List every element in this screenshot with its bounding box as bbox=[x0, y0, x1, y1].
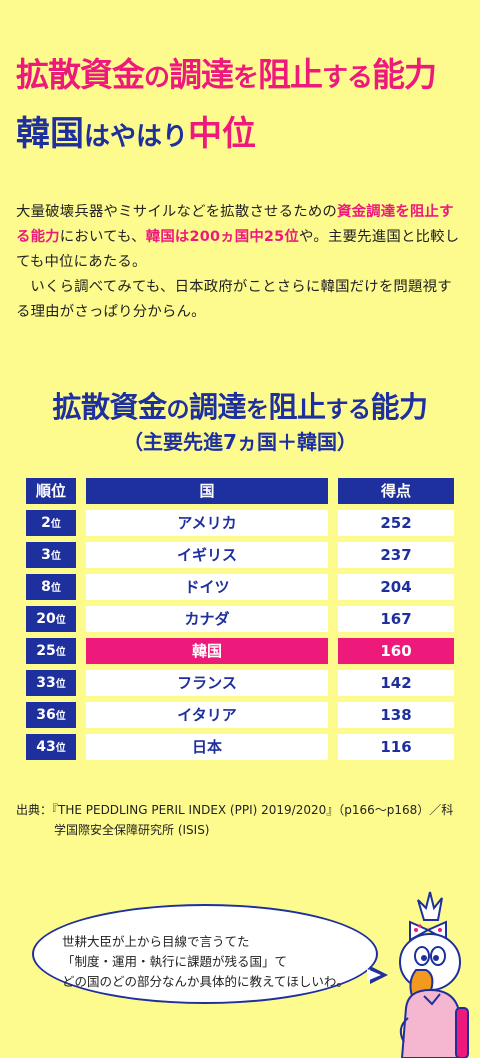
rank-cell: 20位 bbox=[26, 606, 76, 632]
rank-cell: 2位 bbox=[26, 510, 76, 536]
score-cell: 237 bbox=[338, 542, 454, 568]
mascot-bird-icon bbox=[399, 891, 469, 1058]
rank-unit: 位 bbox=[50, 519, 61, 530]
score-cell: 160 bbox=[338, 638, 454, 664]
rank-cell: 43位 bbox=[26, 734, 76, 760]
rank-number: 43 bbox=[36, 739, 56, 755]
highlight-korea-rank: 韓国は200ヵ国中25位 bbox=[145, 229, 299, 245]
rank-number: 2 bbox=[41, 515, 51, 531]
score-cell: 167 bbox=[338, 606, 454, 632]
body-text: 大量破壊兵器やミサイルなどを拡散させるための資金調達を阻止する能力においても、韓… bbox=[16, 200, 466, 325]
rank-unit: 位 bbox=[55, 647, 66, 658]
headline-line1-part: 拡散資金 bbox=[16, 55, 145, 94]
rank-unit: 位 bbox=[50, 583, 61, 594]
highlight-funding: 資金調達を阻止する能力 bbox=[16, 204, 454, 245]
rank-cell: 25位 bbox=[26, 638, 76, 664]
rank-number: 25 bbox=[36, 643, 56, 659]
country-cell: フランス bbox=[86, 670, 328, 696]
speech-bubble bbox=[32, 904, 378, 1004]
country-cell: 日本 bbox=[86, 734, 328, 760]
score-cell: 204 bbox=[338, 574, 454, 600]
score-cell: 138 bbox=[338, 702, 454, 728]
rank-unit: 位 bbox=[55, 711, 66, 722]
rank-unit: 位 bbox=[55, 743, 66, 754]
chart-title-part: の bbox=[166, 397, 189, 423]
chart-title: 拡散資金の調達を阻止する能力 bbox=[0, 384, 480, 426]
rank-unit: 位 bbox=[55, 679, 66, 690]
header-score: 得点 bbox=[338, 478, 454, 504]
headline-line1: 拡散資金の調達を阻止する能力 bbox=[16, 48, 476, 96]
headline-middle-rank: 中位 bbox=[188, 114, 257, 154]
country-cell: イタリア bbox=[86, 702, 328, 728]
source-citation: 出典：『THE PEDDLING PERIL INDEX (PPI) 2019/… bbox=[16, 803, 454, 837]
country-cell: イギリス bbox=[86, 542, 328, 568]
headline-line2: 韓国はやはり中位 bbox=[16, 106, 256, 155]
headline-line1-part: 調達 bbox=[169, 55, 234, 94]
score-cell: 252 bbox=[338, 510, 454, 536]
rank-cell: 3位 bbox=[26, 542, 76, 568]
chart-title-part: を bbox=[246, 397, 269, 423]
chart-title-part: 拡散資金 bbox=[52, 390, 167, 424]
headline-korea: 韓国 bbox=[16, 114, 84, 154]
header-rank: 順位 bbox=[26, 478, 76, 504]
headline-line1-part: を bbox=[233, 63, 259, 93]
headline-line1-part: 阻止 bbox=[258, 55, 323, 94]
headline-line1-part: する bbox=[322, 63, 373, 93]
headline-line1-part: 能力 bbox=[372, 55, 437, 94]
chart-title-part: する bbox=[325, 397, 372, 423]
rank-number: 33 bbox=[36, 675, 56, 691]
score-cell: 116 bbox=[338, 734, 454, 760]
rank-number: 36 bbox=[36, 707, 56, 723]
chart-subtitle: （主要先進7ヵ国＋韓国） bbox=[123, 430, 357, 454]
speech-text: 世耕大臣が上から目線で言うてた 「制度・運用・執行に課題が残る国」て どの国のど… bbox=[62, 934, 349, 989]
score-cell: 142 bbox=[338, 670, 454, 696]
country-cell: カナダ bbox=[86, 606, 328, 632]
rank-cell: 36位 bbox=[26, 702, 76, 728]
rank-unit: 位 bbox=[50, 551, 61, 562]
headline-line1-part: の bbox=[144, 63, 170, 93]
rank-cell: 33位 bbox=[26, 670, 76, 696]
country-cell: アメリカ bbox=[86, 510, 328, 536]
rank-number: 20 bbox=[36, 611, 56, 627]
rank-number: 8 bbox=[41, 579, 51, 595]
country-cell: ドイツ bbox=[86, 574, 328, 600]
header-country: 国 bbox=[86, 478, 328, 504]
headline-connector: はやはり bbox=[84, 122, 189, 152]
body-paragraph-2: いくら調べてみても、日本政府がことさらに韓国だけを問題視する理由がさっぱり分から… bbox=[16, 279, 452, 320]
rank-number: 3 bbox=[41, 547, 51, 563]
body-paragraph-1: 大量破壊兵器やミサイルなどを拡散させるための資金調達を阻止する能力においても、韓… bbox=[16, 204, 460, 270]
chart-title-part: 能力 bbox=[370, 390, 429, 424]
country-cell: 韓国 bbox=[86, 638, 328, 664]
chart-title-part: 調達 bbox=[188, 390, 247, 424]
rank-cell: 8位 bbox=[26, 574, 76, 600]
chart-title-part: 阻止 bbox=[268, 390, 327, 424]
rank-unit: 位 bbox=[55, 615, 66, 626]
